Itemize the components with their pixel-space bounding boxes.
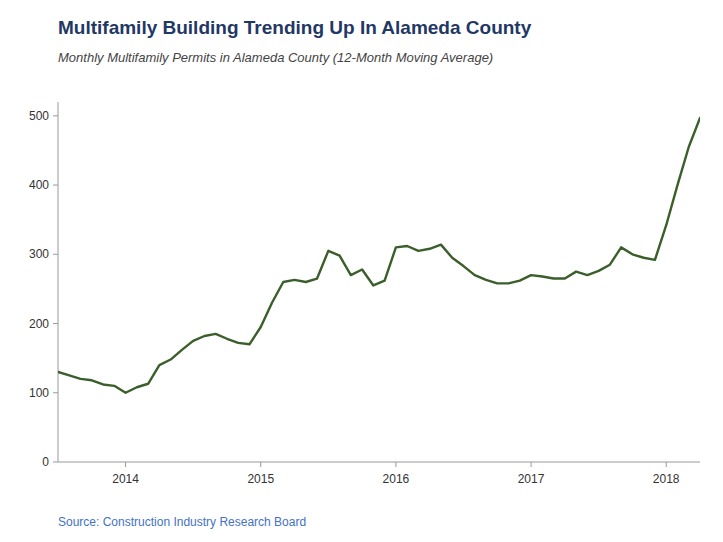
y-tick-label: 400 (29, 178, 49, 192)
title: Multifamily Building Trending Up In Alam… (58, 17, 532, 38)
y-tick-label: 200 (29, 317, 49, 331)
y-tick (53, 185, 58, 186)
x-tick (125, 462, 126, 467)
x-tick (531, 462, 532, 467)
plot-area (58, 118, 700, 393)
x-axis-line (58, 462, 700, 463)
x-tick-label: 2014 (112, 472, 139, 486)
x-tick (666, 462, 667, 467)
y-tick-label: 100 (29, 386, 49, 400)
y-tick-label: 0 (42, 455, 49, 469)
chart-svg: Multifamily Building Trending Up In Alam… (0, 0, 723, 542)
x-tick-label: 2018 (653, 472, 680, 486)
y-tick (53, 323, 58, 324)
x-tick (395, 462, 396, 467)
chart-container: Multifamily Building Trending Up In Alam… (0, 0, 723, 542)
x-tick-label: 2017 (518, 472, 545, 486)
y-tick-label: 500 (29, 109, 49, 123)
x-tick (260, 462, 261, 467)
y-tick-label: 300 (29, 247, 49, 261)
y-tick (53, 392, 58, 393)
y-tick (53, 115, 58, 116)
y-tick (53, 462, 58, 463)
subtitle: Monthly Multifamily Permits in Alameda C… (58, 50, 493, 65)
y-axis-line (58, 102, 59, 462)
y-tick (53, 254, 58, 255)
data-line (58, 118, 700, 393)
x-tick-label: 2015 (247, 472, 274, 486)
x-tick-label: 2016 (383, 472, 410, 486)
source-note: Source: Construction Industry Research B… (58, 515, 306, 529)
